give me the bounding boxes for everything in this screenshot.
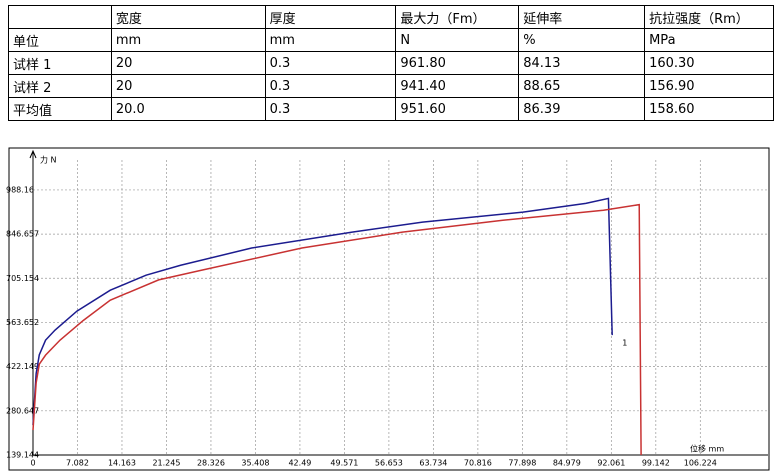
series-line <box>32 203 642 456</box>
table-cell: % <box>518 28 646 52</box>
table-cell: 156.90 <box>644 74 774 98</box>
table-row: 平均值 20.0 0.3 951.60 86.39 158.60 <box>8 97 774 121</box>
x-tick-label: 106.224 <box>684 459 717 468</box>
table-cell: 86.39 <box>518 97 646 121</box>
table-cell: 20.0 <box>110 97 266 121</box>
x-axis-label: 位移 mm <box>690 444 724 454</box>
y-tick-label: 988.16 <box>6 185 34 194</box>
table-cell: 0.3 <box>264 97 397 121</box>
table-cell: 160.30 <box>644 51 774 75</box>
x-tick-label: 56.653 <box>375 459 403 468</box>
table-cell: 158.60 <box>644 97 774 121</box>
x-tick-label: 77.898 <box>508 459 536 468</box>
table-cell: 20 <box>110 51 266 75</box>
table-cell: 试样 1 <box>8 51 112 75</box>
x-tick-label: 14.163 <box>108 459 136 468</box>
x-tick-label: 49.571 <box>330 459 358 468</box>
table-cell: 84.13 <box>518 51 646 75</box>
y-tick-label: 139.144 <box>6 451 39 460</box>
table-cell: 961.80 <box>395 51 520 75</box>
table-cell: 单位 <box>8 28 112 52</box>
y-axis-arrow <box>29 149 37 159</box>
data-table: 宽度 厚度 最大力（Fm） 延伸率 抗拉强度（Rm） 单位 mm mm N% MPa 试样 1 20 0… <box>8 5 774 121</box>
x-tick-label: 21.245 <box>152 459 180 468</box>
x-tick-label: 7.082 <box>66 459 89 468</box>
x-tick-label: 63.734 <box>419 459 447 468</box>
table-cell: 951.60 <box>395 97 520 121</box>
table-row: 试样 2 20 0.3 941.40 88.65 156.90 <box>8 74 774 98</box>
table-row: 单位 mm mm N% MPa <box>8 28 774 52</box>
y-tick-label: 846.657 <box>6 230 39 239</box>
table-cell: 941.40 <box>395 74 520 98</box>
x-tick-label: 70.816 <box>464 459 492 468</box>
x-tick-label: 99.142 <box>642 459 670 468</box>
table-cell: 0.3 <box>264 74 397 98</box>
annotation: 1 <box>622 339 627 348</box>
series-line <box>32 197 613 426</box>
x-tick-label: 84.979 <box>553 459 581 468</box>
y-tick-label: 705.154 <box>6 274 39 283</box>
y-tick-label: 422.149 <box>6 362 39 371</box>
y-axis-label: 力 N <box>40 155 57 165</box>
table-cell: N <box>395 28 520 52</box>
table-cell: 最大力（Fm） <box>395 5 520 29</box>
x-tick-label: 35.408 <box>241 459 269 468</box>
table-cell: 抗拉强度（Rm） <box>644 5 774 29</box>
table-cell: 试样 2 <box>8 74 112 98</box>
y-tick-label: 280.647 <box>6 406 39 415</box>
x-tick-label: 28.326 <box>197 459 225 468</box>
table-row: 试样 1 20 0.3 961.80 84.13 160.30 <box>8 51 774 75</box>
x-tick-label: 92.061 <box>597 459 625 468</box>
table-cell: 平均值 <box>8 97 112 121</box>
y-tick-label: 563.652 <box>6 318 39 327</box>
chart-frame <box>8 147 770 471</box>
table-cell: 88.65 <box>518 74 646 98</box>
x-tick-label: 42.49 <box>288 459 311 468</box>
x-tick-label: 0 <box>30 459 35 468</box>
